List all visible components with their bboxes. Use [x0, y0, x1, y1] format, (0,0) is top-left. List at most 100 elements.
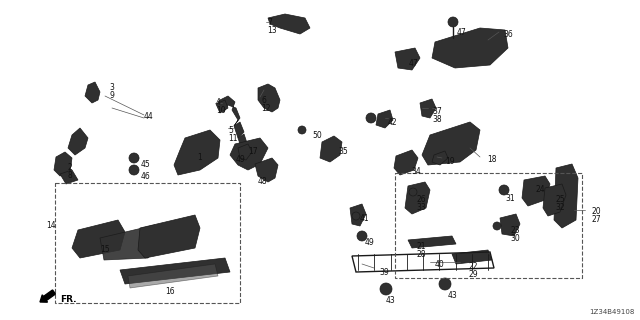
Text: 11: 11	[228, 134, 237, 143]
Polygon shape	[394, 150, 418, 175]
Text: 10: 10	[216, 106, 226, 115]
Circle shape	[493, 222, 501, 230]
Text: 7: 7	[267, 18, 272, 27]
Polygon shape	[376, 110, 393, 128]
Polygon shape	[258, 84, 280, 112]
Text: 27: 27	[591, 215, 600, 224]
Circle shape	[439, 278, 451, 290]
Polygon shape	[68, 128, 88, 155]
Text: 2: 2	[67, 163, 72, 172]
Polygon shape	[405, 182, 430, 214]
Bar	[395, 173, 582, 278]
Polygon shape	[100, 225, 160, 260]
Text: 22: 22	[468, 262, 477, 271]
Text: 1: 1	[197, 153, 202, 162]
Polygon shape	[452, 250, 492, 264]
Text: 25: 25	[555, 195, 564, 204]
Polygon shape	[238, 134, 247, 147]
Polygon shape	[120, 258, 230, 284]
Text: 49: 49	[365, 238, 375, 247]
Text: 20: 20	[591, 207, 600, 216]
Text: 28: 28	[416, 250, 426, 259]
Circle shape	[129, 165, 139, 175]
Text: 37: 37	[432, 107, 442, 116]
FancyArrow shape	[40, 290, 56, 302]
Polygon shape	[238, 144, 252, 160]
Polygon shape	[255, 158, 278, 182]
Polygon shape	[85, 82, 100, 103]
Text: 3: 3	[109, 83, 114, 92]
Text: 4: 4	[216, 98, 221, 107]
Text: 39: 39	[379, 268, 388, 277]
Text: 46: 46	[141, 172, 151, 181]
Text: 24: 24	[535, 185, 545, 194]
Text: 45: 45	[141, 160, 151, 169]
Text: 38: 38	[432, 115, 442, 124]
Polygon shape	[395, 48, 420, 70]
Text: 18: 18	[487, 155, 497, 164]
Text: 32: 32	[555, 203, 564, 212]
Text: 40: 40	[435, 260, 445, 269]
Polygon shape	[543, 184, 566, 216]
Polygon shape	[350, 204, 366, 226]
Circle shape	[357, 231, 367, 241]
Circle shape	[366, 113, 376, 123]
Polygon shape	[230, 138, 268, 170]
Polygon shape	[60, 170, 78, 184]
Polygon shape	[72, 220, 125, 258]
Polygon shape	[554, 164, 578, 228]
Polygon shape	[500, 214, 520, 236]
Text: 17: 17	[248, 147, 258, 156]
Circle shape	[380, 283, 392, 295]
Circle shape	[298, 126, 306, 134]
Text: 50: 50	[312, 131, 322, 140]
Text: FR.: FR.	[60, 295, 77, 304]
Text: 41: 41	[360, 214, 370, 223]
Text: 47: 47	[457, 28, 467, 37]
Polygon shape	[432, 28, 508, 68]
Text: 12: 12	[261, 104, 271, 113]
Text: 19: 19	[445, 157, 454, 166]
Text: 21: 21	[416, 242, 426, 251]
Text: 14: 14	[46, 221, 56, 230]
Polygon shape	[420, 99, 436, 118]
Text: 23: 23	[510, 226, 520, 235]
Text: 35: 35	[338, 147, 348, 156]
Bar	[55, 183, 240, 303]
Text: 36: 36	[503, 30, 513, 39]
Polygon shape	[128, 264, 218, 288]
Text: 26: 26	[416, 195, 426, 204]
Text: 1Z34B49108: 1Z34B49108	[589, 309, 635, 315]
Text: 31: 31	[505, 194, 515, 203]
Polygon shape	[218, 96, 240, 126]
Text: 30: 30	[510, 234, 520, 243]
Text: 43: 43	[448, 291, 458, 300]
Text: 47: 47	[409, 59, 419, 68]
Text: 16: 16	[165, 287, 175, 296]
Polygon shape	[432, 151, 448, 165]
Circle shape	[499, 185, 509, 195]
Polygon shape	[138, 215, 200, 258]
Polygon shape	[174, 130, 220, 175]
Circle shape	[409, 188, 417, 196]
Circle shape	[352, 212, 360, 220]
Polygon shape	[216, 100, 228, 113]
Polygon shape	[522, 176, 550, 206]
Text: 6: 6	[261, 96, 266, 105]
Text: 48: 48	[258, 177, 268, 186]
Text: 43: 43	[386, 296, 396, 305]
Text: 15: 15	[100, 245, 109, 254]
Text: 8: 8	[67, 171, 72, 180]
Circle shape	[448, 17, 458, 27]
Text: 29: 29	[468, 270, 477, 279]
Text: 5: 5	[228, 126, 233, 135]
Text: 42: 42	[388, 118, 397, 127]
Text: 33: 33	[416, 203, 426, 212]
Circle shape	[129, 153, 139, 163]
Polygon shape	[320, 136, 342, 162]
Text: 9: 9	[109, 91, 114, 100]
Text: 44: 44	[144, 112, 154, 121]
Text: 13: 13	[267, 26, 276, 35]
Polygon shape	[408, 236, 456, 248]
Text: 34: 34	[411, 167, 420, 176]
